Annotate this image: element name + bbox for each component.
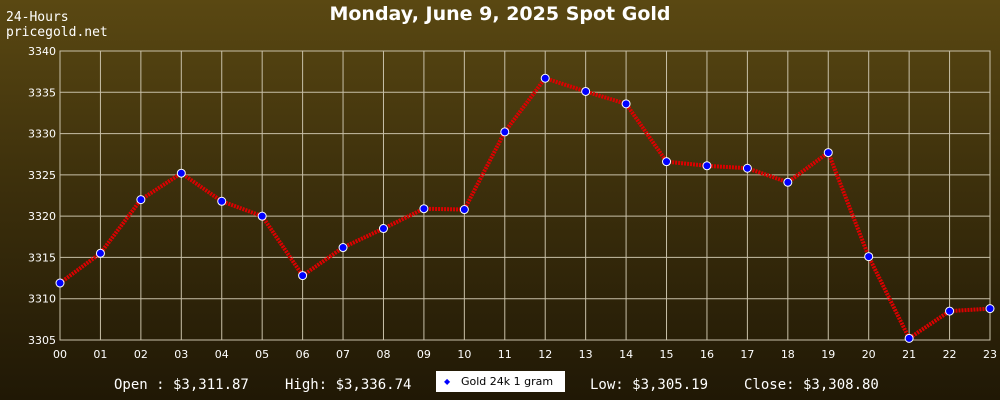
data-point — [136, 195, 146, 205]
x-tick-label: 06 — [296, 348, 310, 361]
data-point — [985, 304, 995, 314]
data-point — [662, 157, 672, 167]
data-point — [459, 205, 469, 215]
x-tick-label: 03 — [174, 348, 188, 361]
x-tick-label: 12 — [538, 348, 552, 361]
range-label: 24-Hours — [6, 10, 69, 25]
chart-legend: ◆ Gold 24k 1 gram — [436, 371, 565, 392]
x-axis-ticks: 00 01 02 03 04 05 06 07 08 09 10 11 12 13 14 15 16 17 18 19… — [53, 348, 997, 361]
data-point — [702, 161, 712, 171]
data-point — [176, 168, 186, 178]
y-tick-label: 3330 — [28, 128, 56, 141]
chart-corner-label: 24-Hours pricegold.net — [6, 10, 108, 40]
data-point — [217, 196, 227, 206]
x-tick-label: 02 — [134, 348, 148, 361]
data-point — [621, 99, 631, 109]
x-tick-label: 11 — [498, 348, 512, 361]
x-tick-label: 07 — [336, 348, 350, 361]
y-tick-label: 3305 — [28, 334, 56, 347]
data-point — [500, 127, 510, 137]
data-point — [55, 278, 65, 288]
site-label: pricegold.net — [6, 25, 108, 40]
x-tick-label: 08 — [376, 348, 390, 361]
x-tick-label: 20 — [862, 348, 876, 361]
x-tick-label: 14 — [619, 348, 633, 361]
x-tick-label: 10 — [457, 348, 471, 361]
y-tick-label: 3340 — [28, 45, 56, 58]
y-axis-ticks: 3305 3310 3315 3320 3325 3330 3335 3340 — [28, 45, 56, 347]
data-point — [864, 252, 874, 262]
x-tick-label: 05 — [255, 348, 269, 361]
legend-marker-icon: ◆ — [444, 377, 451, 386]
low-price: Low: $3,305.19 — [590, 377, 709, 393]
series-gold — [55, 73, 995, 343]
x-tick-label: 15 — [660, 348, 674, 361]
open-price: Open : $3,311.87 — [114, 377, 249, 393]
legend-label: Gold 24k 1 gram — [461, 375, 554, 388]
y-tick-label: 3310 — [28, 293, 56, 306]
data-point — [95, 248, 105, 258]
y-tick-label: 3315 — [28, 251, 56, 264]
x-tick-label: 17 — [740, 348, 754, 361]
data-point — [540, 73, 550, 83]
x-tick-label: 23 — [983, 348, 997, 361]
data-point — [419, 204, 429, 214]
data-point — [581, 86, 591, 96]
data-point — [298, 271, 308, 281]
x-tick-label: 00 — [53, 348, 67, 361]
series-line — [58, 76, 991, 341]
x-tick-label: 09 — [417, 348, 431, 361]
x-tick-label: 13 — [579, 348, 593, 361]
data-point — [945, 306, 955, 316]
y-tick-label: 3325 — [28, 169, 56, 182]
x-tick-label: 22 — [943, 348, 957, 361]
data-point — [904, 333, 914, 343]
chart-title: Monday, June 9, 2025 Spot Gold — [329, 3, 671, 25]
x-tick-label: 18 — [781, 348, 795, 361]
x-tick-label: 01 — [93, 348, 107, 361]
y-tick-label: 3335 — [28, 86, 56, 99]
y-tick-label: 3320 — [28, 210, 56, 223]
chart-grid — [59, 50, 991, 341]
data-point — [823, 148, 833, 158]
data-point — [378, 224, 388, 234]
plot-frame — [59, 50, 991, 341]
data-point — [257, 211, 267, 221]
x-tick-label: 19 — [821, 348, 835, 361]
data-point — [783, 177, 793, 187]
data-point — [742, 163, 752, 173]
high-price: High: $3,336.74 — [285, 377, 412, 393]
data-point — [338, 243, 348, 253]
x-tick-label: 21 — [902, 348, 916, 361]
close-price: Close: $3,308.80 — [744, 377, 879, 393]
x-tick-label: 04 — [215, 348, 229, 361]
x-tick-label: 16 — [700, 348, 714, 361]
